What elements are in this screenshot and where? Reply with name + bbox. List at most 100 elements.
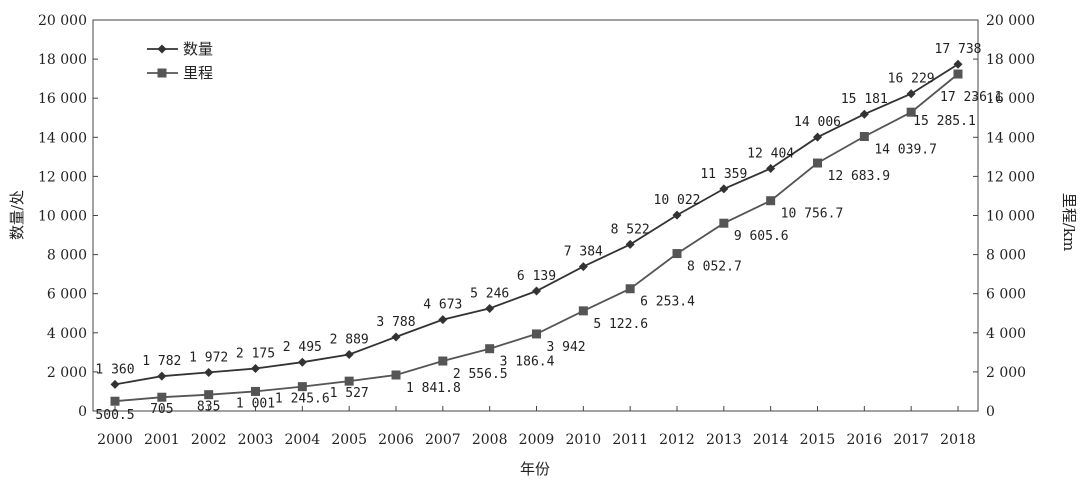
mileage-data-label: 17 236.1 (940, 90, 1003, 105)
mileage-point (251, 386, 260, 396)
mileage-point (625, 284, 635, 294)
mileage-data-label: 1 841.8 (406, 381, 461, 396)
mileage-data-label: 6 253.4 (640, 295, 695, 310)
x-tick-label: 2008 (472, 432, 508, 448)
quantity-data-label: 8 522 (611, 222, 650, 237)
x-axis: 2000 2001 2002 2003 2004 2005 2006 2007 2008 2009… (97, 406, 976, 448)
x-tick-label: 2015 (800, 432, 836, 448)
mileage-data-label: 3 186.4 (500, 355, 555, 370)
mileage-data-label: 500.5 (95, 408, 134, 423)
quantity-data-label: 10 022 (654, 193, 701, 208)
mileage-data-label: 5 122.6 (593, 317, 648, 332)
quantity-point (297, 357, 307, 367)
left-y-tick-label: 0 (78, 404, 87, 420)
quantity-point (438, 315, 448, 325)
x-tick-label: 2005 (331, 432, 367, 448)
quantity-point (719, 184, 729, 194)
quantity-point (625, 239, 635, 249)
quantity-point (157, 371, 167, 381)
mileage-point (485, 344, 495, 354)
legend-label: 里程 (183, 64, 213, 82)
quantity-point (251, 363, 260, 373)
mileage-point (532, 329, 541, 339)
quantity-point (110, 379, 120, 389)
mileage-point (859, 132, 869, 142)
x-tick-label: 2017 (893, 432, 929, 448)
x-tick-label: 2004 (285, 432, 321, 448)
right-y-tick-label: 18 000 (986, 52, 1035, 68)
right-y-tick-label: 2 000 (986, 365, 1026, 381)
mileage-data-label: 15 285.1 (913, 114, 976, 129)
right-y-tick-label: 20 000 (986, 13, 1035, 29)
quantity-data-label: 12 404 (747, 147, 794, 162)
legend-diamond-marker (157, 44, 167, 54)
x-tick-label: 2012 (659, 432, 695, 448)
left-y-tick-label: 8 000 (47, 248, 87, 264)
x-tick-label: 2002 (191, 432, 227, 448)
quantity-point (672, 210, 682, 220)
quantity-data-label: 17 738 (935, 42, 982, 57)
mileage-point (672, 249, 682, 259)
quantity-data-label: 11 359 (700, 167, 747, 182)
mileage-point (906, 107, 916, 117)
mileage-data-label: 10 756.7 (781, 207, 844, 222)
quantity-point (813, 132, 822, 142)
quantity-data-label: 2 495 (283, 340, 322, 355)
right-y-tick-label: 16 000 (986, 91, 1035, 107)
mileage-data-label: 835 (197, 400, 220, 415)
mileage-point (578, 306, 588, 316)
mileage-point (110, 396, 120, 406)
left-y-tick-label: 6 000 (47, 287, 87, 303)
left-y-tick-label: 10 000 (38, 209, 87, 225)
quantity-data-label: 2 175 (236, 346, 275, 361)
quantity-point (766, 164, 776, 174)
quantity-data-label: 5 246 (470, 286, 509, 301)
quantity-point (204, 367, 214, 377)
x-tick-label: 2009 (519, 432, 555, 448)
right-y-axis: 0 2 000 4 000 6 000 8 000 10 000 12 000 14 000 1… (973, 13, 1035, 420)
left-y-tick-label: 4 000 (47, 326, 87, 342)
quantity-data-label: 1 782 (142, 354, 181, 369)
quantity-data-label: 4 673 (423, 298, 462, 313)
left-y-tick-label: 20 000 (38, 13, 87, 29)
left-y-axis-title: 数量/处 (8, 190, 26, 240)
mileage-point (719, 218, 729, 228)
mileage-data-label: 1 245.6 (275, 392, 330, 407)
mileage-point (953, 69, 963, 79)
quantity-data-label: 2 889 (330, 333, 369, 348)
data-labels: 1 360 1 782 1 972 2 175 2 495 2 889 3 788 4 673… (95, 42, 1002, 423)
mileage-point (813, 158, 822, 168)
quantity-point (344, 350, 354, 360)
legend-label: 数量 (183, 40, 213, 58)
mileage-point (391, 370, 401, 380)
x-tick-label: 2011 (612, 432, 648, 448)
x-tick-label: 2006 (378, 432, 414, 448)
right-y-tick-label: 4 000 (986, 326, 1026, 342)
left-y-tick-label: 16 000 (38, 91, 87, 107)
mileage-data-label: 1 001 (236, 396, 275, 411)
right-y-tick-label: 6 000 (986, 287, 1026, 303)
mileage-point (204, 390, 214, 400)
mileage-data-label: 1 527 (330, 386, 369, 401)
x-tick-label: 2001 (144, 432, 180, 448)
right-y-tick-label: 0 (986, 404, 995, 420)
left-y-axis: 0 2 000 4 000 6 000 8 000 10 000 12 000 14 000 1… (38, 13, 98, 420)
quantity-data-label: 14 006 (794, 115, 841, 130)
left-y-tick-label: 14 000 (38, 130, 87, 146)
quantity-data-label: 15 181 (841, 92, 888, 107)
x-tick-label: 2007 (425, 432, 461, 448)
series-markers (110, 59, 963, 406)
right-y-tick-label: 12 000 (986, 169, 1035, 185)
x-axis-title: 年份 (520, 460, 550, 478)
mileage-data-label: 2 556.5 (453, 367, 508, 382)
quantity-data-label: 1 972 (189, 350, 228, 365)
quantity-point (578, 262, 588, 272)
right-y-tick-label: 10 000 (986, 209, 1035, 225)
quantity-point (485, 303, 495, 313)
mileage-data-label: 14 039.7 (874, 143, 937, 158)
quantity-data-label: 1 360 (95, 362, 134, 377)
mileage-data-label: 9 605.6 (734, 229, 789, 244)
quantity-point (391, 332, 401, 342)
